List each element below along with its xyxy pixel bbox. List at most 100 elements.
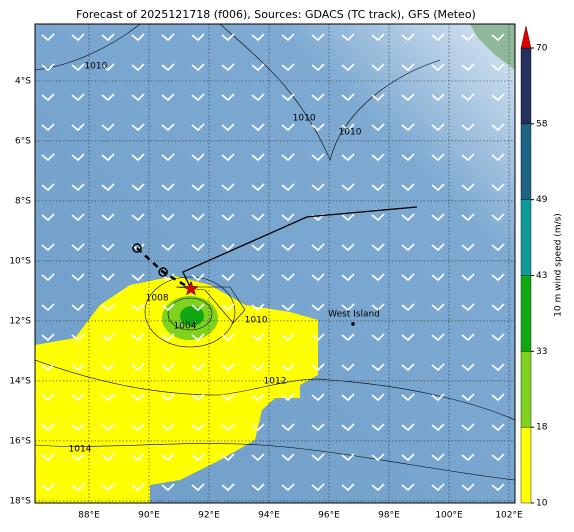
forecast-track	[182, 206, 417, 290]
wind-barb	[281, 483, 295, 492]
wind-barb	[311, 333, 325, 342]
wind-barb	[281, 273, 295, 282]
wind-barb	[311, 243, 325, 252]
y-tick-label: 18°S	[9, 496, 31, 506]
wind-barb	[251, 393, 265, 402]
wind-barb	[101, 273, 115, 282]
wind-barb	[311, 123, 325, 132]
wind-barb	[431, 123, 445, 132]
wind-barb	[311, 183, 325, 192]
wind-barb	[131, 363, 145, 372]
wind-barb	[371, 363, 385, 372]
wind-barb	[131, 393, 145, 402]
colorbar-segment	[520, 123, 532, 200]
wind-barb	[491, 63, 505, 72]
y-tick-label: 14°S	[9, 376, 31, 386]
wind-barb	[101, 183, 115, 192]
wind-barb	[71, 153, 85, 162]
wind-barb	[131, 423, 145, 432]
wind-barb	[251, 123, 265, 132]
y-tick-label: 10°S	[9, 256, 31, 266]
wind-barb	[401, 183, 415, 192]
wind-barb	[41, 393, 55, 402]
wind-barb	[461, 393, 475, 402]
wind-barb	[281, 213, 295, 222]
wind-barb	[311, 363, 325, 372]
wind-barb	[71, 363, 85, 372]
wind-barb	[71, 33, 85, 42]
wind-barb	[131, 63, 145, 72]
wind-barb	[41, 33, 55, 42]
colorbar-segment	[520, 275, 532, 352]
isobar-label: 1010	[293, 113, 316, 123]
wind-barb	[251, 33, 265, 42]
wind-barb	[491, 243, 505, 252]
wind-barb	[281, 393, 295, 402]
wind-barb	[461, 123, 475, 132]
wind-barb	[41, 423, 55, 432]
wind-barb	[341, 393, 355, 402]
wind-barb	[461, 183, 475, 192]
x-tick-label: 92°E	[198, 511, 220, 521]
wind-barb	[461, 303, 475, 312]
wind-barb	[251, 483, 265, 492]
wind-barb	[491, 183, 505, 192]
wind-barb	[341, 63, 355, 72]
wind-barb	[341, 423, 355, 432]
title: Forecast of 2025121718 (f006), Sources: …	[76, 8, 476, 21]
wind-barb	[191, 273, 205, 282]
wind-barb	[431, 393, 445, 402]
wind-barb	[131, 483, 145, 492]
wind-barb	[221, 273, 235, 282]
y-tick-label: 8°S	[15, 196, 31, 206]
wind-barb	[191, 483, 205, 492]
wind-barb	[491, 33, 505, 42]
wind-barb	[71, 183, 85, 192]
wind-barb	[101, 303, 115, 312]
wind-barb	[461, 153, 475, 162]
wind-barb	[221, 483, 235, 492]
wind-barb	[281, 63, 295, 72]
wind-barb	[191, 213, 205, 222]
wind-barb	[251, 63, 265, 72]
wind-barb	[461, 333, 475, 342]
wind-barb	[461, 33, 475, 42]
wind-barb	[251, 333, 265, 342]
wind-barb	[491, 213, 505, 222]
colorbar-label: 10 m wind speed (m/s)	[554, 213, 564, 317]
wind-barb	[371, 213, 385, 222]
wind-barb	[401, 423, 415, 432]
wind-barb	[101, 153, 115, 162]
wind-barb	[101, 213, 115, 222]
colorbar-tick-label: 10	[536, 499, 548, 509]
wind-barb	[311, 453, 325, 462]
wind-barb	[101, 33, 115, 42]
wind-barb	[101, 483, 115, 492]
wind-barb	[131, 183, 145, 192]
wind-barb	[401, 363, 415, 372]
wind-barb	[161, 303, 175, 312]
wind-barb	[401, 303, 415, 312]
wind-barb	[371, 123, 385, 132]
wind-barb	[491, 303, 505, 312]
wind-barb	[191, 363, 205, 372]
wind-barb	[71, 423, 85, 432]
wind-barb	[371, 333, 385, 342]
wind-barb	[101, 453, 115, 462]
wind-barb	[161, 63, 175, 72]
isobar-label: 1012	[264, 376, 287, 386]
wind-barb	[281, 303, 295, 312]
wind-barb	[401, 453, 415, 462]
wind-barb	[341, 153, 355, 162]
wind-barb	[161, 213, 175, 222]
wind-barb	[191, 393, 205, 402]
wind-barb	[251, 243, 265, 252]
wind-barb	[221, 33, 235, 42]
wind-barb	[101, 363, 115, 372]
past-position	[132, 243, 142, 253]
wind-barb	[191, 63, 205, 72]
y-tick-label: 16°S	[9, 436, 31, 446]
wind-barb	[461, 483, 475, 492]
wind-barb	[161, 453, 175, 462]
wind-barb	[131, 453, 145, 462]
